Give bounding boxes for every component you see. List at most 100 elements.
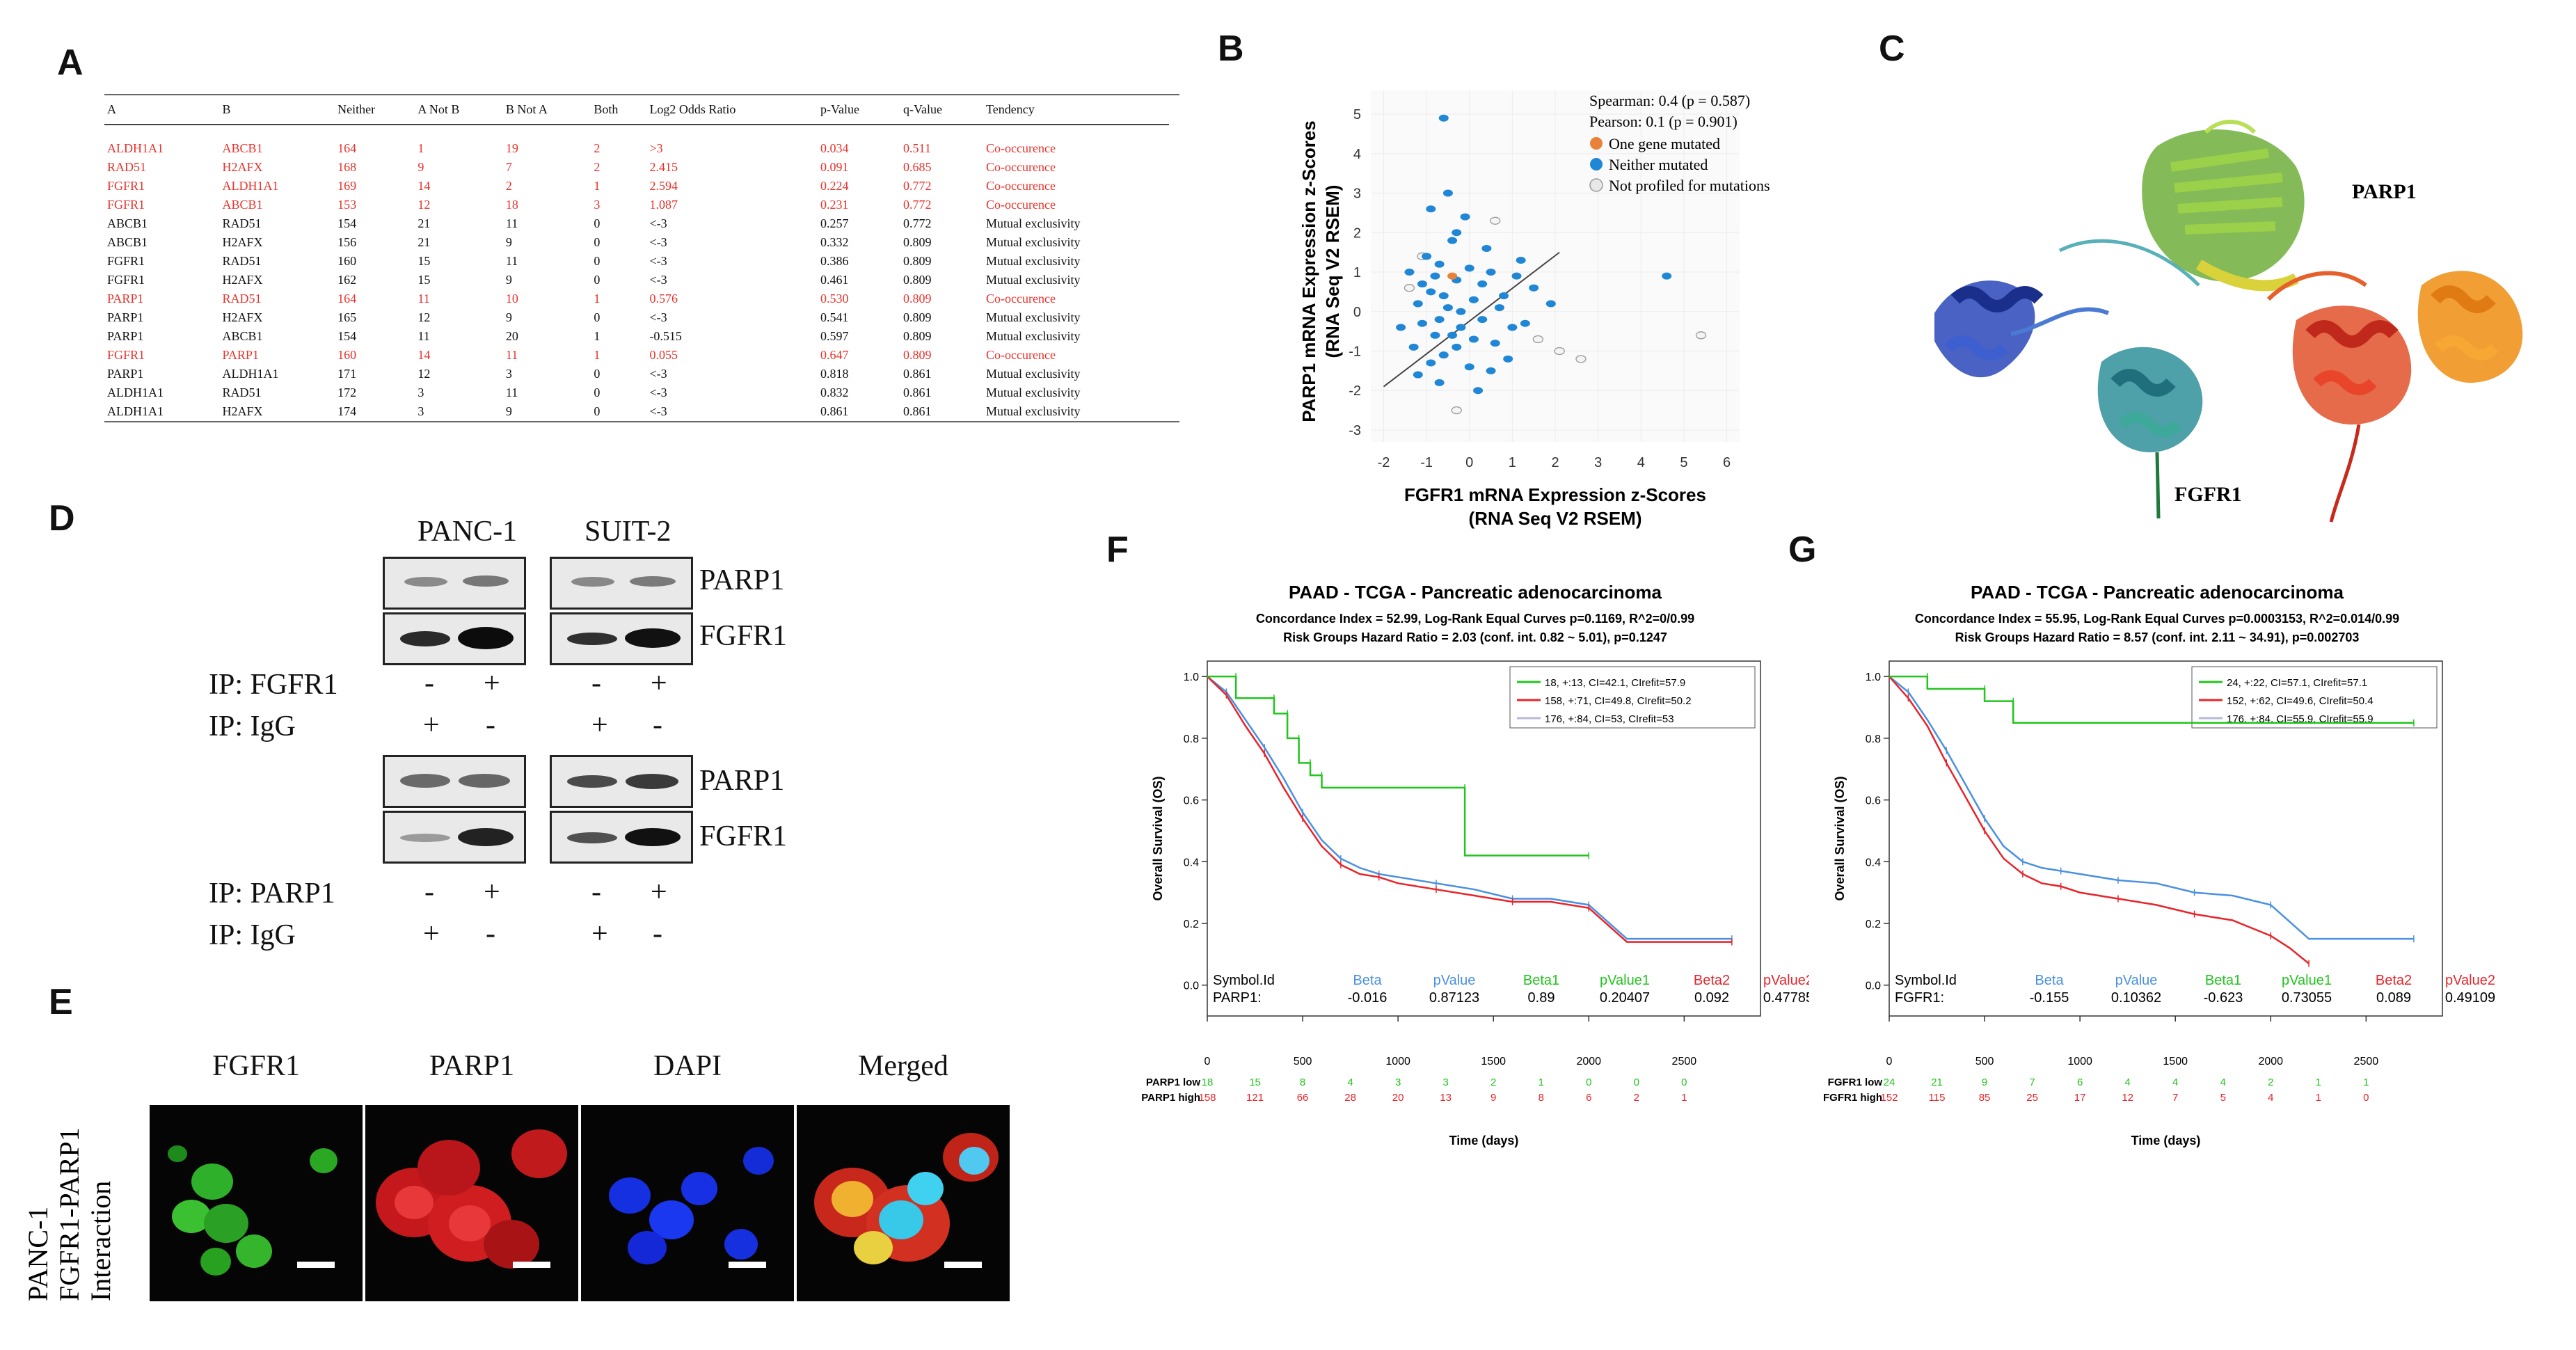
parp1-red-domain [2266, 271, 2412, 523]
x-tick-label: 4 [1637, 455, 1645, 470]
table-cell: FGFR1 [107, 348, 145, 362]
sign-panc-ipfgfr-lane1: - [424, 667, 434, 699]
table-cell: ALDH1A1 [107, 141, 164, 155]
table-header-cell: Log2 Odds Ratio [646, 97, 818, 125]
table-header-cell: Both [591, 97, 647, 125]
y-tick-label: 4 [1353, 147, 1361, 162]
x-tick-label: 500 [1294, 1056, 1312, 1067]
table-cell: 9 [418, 160, 424, 174]
km-x-label: Time (days) [1449, 1134, 1519, 1148]
table-cell: 169 [337, 179, 357, 193]
table-body: ALDH1A1 ABCB1 164 1 19 2 >3 0.034 0.511 Co-occure… [104, 125, 1169, 421]
table-cell: Mutual exclusivity [986, 273, 1081, 287]
stat-value: 0.49109 [2445, 990, 2495, 1006]
panel-label-d: D [49, 498, 75, 539]
panel-label-f: F [1106, 530, 1129, 570]
side-label-interaction: Interaction [85, 1181, 116, 1301]
table-cell: 153 [337, 198, 357, 212]
data-point-neither [1545, 300, 1556, 308]
table-cell: 160 [337, 348, 357, 362]
stat-value: 0.10362 [2111, 990, 2161, 1006]
table-cell: 19 [505, 141, 518, 155]
stat-value: -0.623 [2204, 990, 2243, 1006]
risk-high-count: 28 [1344, 1092, 1356, 1104]
scale-bar-dapi [729, 1262, 766, 1268]
table-cell: 9 [505, 404, 512, 418]
data-point-neither [1413, 300, 1423, 308]
km-curve-all [1207, 676, 1732, 940]
y-tick-label: 0.4 [1184, 857, 1199, 868]
scatter-y-label: PARP1 mRNA Expression z-Scores [1298, 120, 1319, 422]
risk-high-label: FGFR1 high [1823, 1092, 1882, 1104]
table-header-cell: Tendency [983, 97, 1169, 125]
table-cell: 0.576 [649, 292, 678, 305]
sign-suit-ipfgfr-lane1: - [591, 667, 601, 699]
x-tick-label: 2500 [1672, 1056, 1697, 1067]
table-row: ALDH1A1 H2AFX 174 3 9 0 <-3 0.861 0.861 Mutual ex… [104, 402, 1169, 421]
data-point-neither [1481, 244, 1492, 252]
panel-label-e: E [49, 982, 73, 1022]
symbol-id-label: Symbol.Id [1213, 973, 1275, 988]
data-point-neither [1486, 367, 1496, 374]
stat-header: Beta1 [1523, 973, 1559, 988]
table-cell: -0.515 [649, 329, 682, 343]
stat-header: Beta2 [1694, 973, 1730, 988]
data-point-neither [1434, 316, 1445, 324]
scale-bar-merged [944, 1262, 982, 1268]
data-point-neither [1473, 387, 1484, 395]
risk-high-count: 25 [2026, 1092, 2038, 1104]
table-cell: 0.332 [820, 235, 849, 249]
table-cell: 0.809 [903, 348, 932, 362]
table-row: ABCB1 RAD51 154 21 11 0 <-3 0.257 0.772 Mutual ex… [104, 214, 1169, 233]
table-cell: H2AFX [222, 404, 263, 418]
tile-label-dapi: DAPI [653, 1050, 722, 1082]
km-y-label: Overall Survival (OS) [1833, 776, 1847, 900]
table-row: FGFR1 PARP1 160 14 11 1 0.055 0.647 0.809 Co-occu… [104, 346, 1169, 365]
blot-panc-parp1-ipfgfr [383, 557, 526, 610]
symbol-id-value: PARP1: [1213, 990, 1262, 1006]
data-point-not-profiled [1490, 216, 1501, 225]
x-tick-label: 3 [1594, 455, 1602, 470]
data-point-neither [1468, 296, 1479, 303]
tile-label-parp1: PARP1 [429, 1050, 515, 1082]
stat-header: pValue2 [1763, 973, 1809, 988]
data-point-neither [1662, 272, 1672, 280]
sign-suit-igg1-lane1: + [591, 709, 608, 741]
panel-label-b: B [1218, 29, 1244, 69]
data-point-neither [1468, 335, 1479, 343]
table-cell: FGFR1 [107, 273, 145, 287]
table-cell: 0.809 [903, 329, 932, 343]
data-point-neither [1507, 324, 1518, 331]
data-point-neither [1529, 284, 1539, 292]
y-tick-label: 0.6 [1184, 795, 1199, 807]
y-tick-label: 0.4 [1866, 857, 1881, 868]
risk-low-count: 4 [1347, 1077, 1353, 1088]
table-cell: ALDH1A1 [107, 386, 164, 399]
table-cell: <-3 [649, 254, 667, 268]
y-tick-label: 0.2 [1866, 919, 1881, 930]
risk-low-count: 8 [1300, 1077, 1305, 1088]
table-cell: 174 [337, 404, 357, 418]
km-legend-box [1509, 666, 1756, 729]
table-cell: 10 [505, 292, 518, 305]
data-point-neither [1456, 308, 1466, 315]
sign-panc-ipparp-lane1: - [424, 876, 434, 908]
stat-value: 0.092 [1694, 990, 1729, 1006]
fgfr1-structure-label: FGFR1 [2175, 483, 2242, 506]
blot-panc-fgfr1-ipfgfr [383, 612, 526, 665]
co-ip-western-blot: PANC-1 SUIT-2 PARP1 FGFR1 IP: FGFR1 - + … [174, 515, 800, 960]
data-point-neither [1499, 292, 1509, 300]
table-cell: 3 [594, 198, 601, 212]
tile-label-merged: Merged [858, 1050, 948, 1082]
table-cell: 12 [418, 198, 431, 212]
risk-high-count: 66 [1297, 1092, 1309, 1104]
x-tick-label: 2000 [1576, 1056, 1601, 1067]
x-tick-label: 1000 [2067, 1056, 2092, 1067]
micro-parp1-image [365, 1105, 578, 1301]
km-plot-fgfr1: PAAD - TCGA - Pancreatic adenocarcinoma C… [1795, 557, 2495, 1350]
km-legend-entry: 18, +:13, CI=42.1, CIrefit=57.9 [1545, 677, 1685, 689]
table-cell: FGFR1 [107, 179, 145, 193]
data-point-neither [1516, 256, 1526, 264]
table-cell: PARP1 [107, 367, 144, 381]
